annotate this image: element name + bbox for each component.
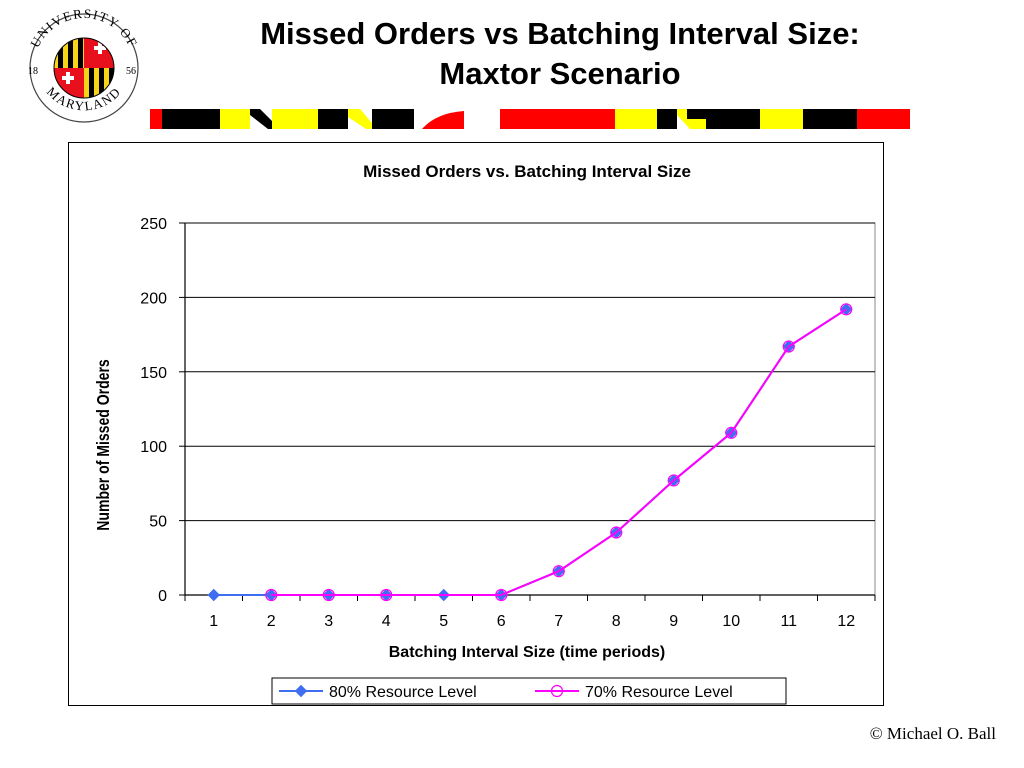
series-2-point-12 [840,303,853,316]
series-2 [265,303,853,602]
axes [179,222,876,601]
university-seal-logo: UNIVERSITY OF MARYLAND 18 56 [27,6,139,123]
x-tick-label-7: 7 [554,613,563,630]
x-tick-label-1: 1 [209,613,218,630]
series-1-line [213,308,847,596]
x-tick-label-5: 5 [439,613,448,630]
series-2-point-9 [667,474,680,487]
seal-year-right: 56 [126,66,136,77]
slide-title-line-1: Missed Orders vs Batching Interval Size: [260,16,860,51]
chart-legend: 80% Resource Level 70% Resource Level [271,677,787,705]
x-tick-label-9: 9 [669,613,678,630]
series-2-point-4 [380,588,393,602]
x-tick-label-8: 8 [612,613,621,630]
legend-label-1: 80% Resource Level [329,684,477,701]
gridlines [184,222,876,596]
series-2-point-2 [265,588,278,602]
copyright-notice: © Michael O. Ball [869,724,996,743]
x-tick-label-2: 2 [267,613,276,630]
y-tick-label-50: 50 [149,514,167,531]
x-tick-label-6: 6 [497,613,506,630]
x-tick-label-4: 4 [382,613,391,630]
chart-title: Missed Orders vs. Batching Interval Size [363,162,691,181]
plot-area [184,222,876,596]
series-2-point-8 [610,526,623,539]
missed-orders-line-chart: Missed Orders vs. Batching Interval Size… [93,162,876,705]
slide-title: Missed Orders vs Batching Interval Size:… [160,14,960,94]
legend-label-2: 70% Resource Level [585,684,733,701]
x-tick-label-12: 12 [837,613,855,630]
y-tick-label-100: 100 [140,439,167,456]
seal-year-left: 18 [28,66,38,77]
y-tick-label-200: 200 [140,290,167,307]
series-2-line [271,308,847,596]
x-tick-labels: 1 2 3 4 5 6 7 8 9 10 11 12 [209,613,855,630]
x-tick-label-11: 11 [780,613,797,630]
y-tick-label-150: 150 [140,365,167,382]
series-2-point-11 [782,340,795,353]
y-axis-title: Number of Missed Orders [93,359,113,530]
series-1-point-1 [207,588,220,602]
series-layer [207,303,853,602]
x-tick-label-3: 3 [324,613,333,630]
maryland-flag-banner [150,109,910,129]
series-2-point-6 [495,588,508,602]
series-1 [207,303,853,602]
series-2-point-10 [725,426,738,439]
y-tick-label-0: 0 [158,588,167,605]
series-2-point-7 [552,565,565,578]
legend-marker-2 [550,684,564,698]
series-2-point-3 [322,588,335,602]
y-tick-labels: 0 50 100 150 200 250 [140,216,167,605]
legend-marker-1 [294,684,308,698]
y-tick-label-250: 250 [140,216,167,233]
chart-frame: Missed Orders vs. Batching Interval Size… [68,142,884,706]
x-tick-label-10: 10 [722,613,740,630]
slide-title-line-2: Maxtor Scenario [439,56,681,91]
x-axis-title: Batching Interval Size (time periods) [389,644,666,661]
